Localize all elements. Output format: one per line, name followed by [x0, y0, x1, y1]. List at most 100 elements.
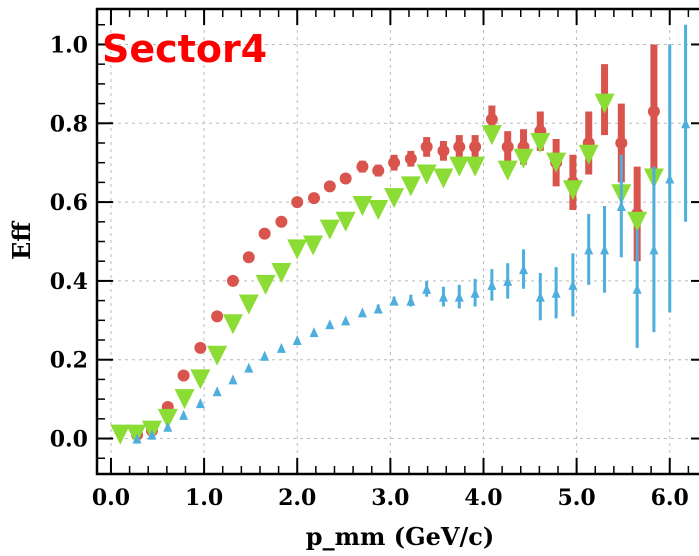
data-point — [163, 421, 173, 432]
x-tick-label: 5.0 — [557, 485, 595, 511]
data-point — [562, 180, 583, 201]
data-point — [147, 429, 157, 440]
data-point — [546, 152, 567, 173]
data-point — [222, 314, 243, 335]
data-point — [356, 160, 369, 173]
data-point — [174, 389, 195, 410]
data-point — [303, 235, 324, 256]
data-point — [530, 132, 551, 153]
data-point — [335, 211, 356, 232]
series-1 — [110, 93, 664, 445]
data-point — [416, 164, 437, 185]
plot-frame-background — [97, 9, 699, 474]
data-point — [389, 295, 399, 306]
data-point — [275, 215, 288, 228]
data-point — [255, 274, 276, 295]
data-point — [627, 211, 648, 232]
data-point — [615, 136, 628, 149]
x-tick-label: 0.0 — [92, 485, 130, 511]
chart-title: Sector4 — [102, 27, 267, 71]
data-point — [497, 160, 518, 181]
data-point — [616, 201, 626, 212]
data-point — [384, 188, 405, 209]
data-point — [292, 335, 302, 346]
data-point — [470, 287, 480, 298]
data-point — [665, 173, 675, 184]
data-point — [190, 369, 211, 390]
data-point — [325, 319, 335, 330]
data-point — [437, 144, 450, 157]
data-point — [551, 287, 561, 298]
data-point — [388, 156, 401, 169]
data-point — [352, 196, 373, 217]
data-point — [258, 227, 271, 240]
x-axis-title: p_mm (GeV/c) — [306, 522, 494, 551]
data-point — [368, 199, 389, 220]
data-point — [649, 244, 659, 255]
data-point — [487, 279, 497, 290]
data-point — [519, 264, 529, 275]
data-point — [438, 291, 448, 302]
x-tick-label: 1.0 — [185, 485, 223, 511]
data-point — [422, 283, 432, 294]
data-point — [501, 140, 514, 153]
data-point — [481, 125, 502, 146]
data-series — [110, 24, 691, 445]
data-point — [594, 93, 615, 114]
data-point — [323, 180, 336, 193]
series-2 — [132, 24, 691, 444]
data-point — [319, 219, 340, 240]
data-point — [632, 283, 642, 294]
data-point — [341, 315, 351, 326]
data-point — [110, 424, 131, 445]
data-point — [211, 310, 224, 323]
y-tick-label: 1.0 — [50, 32, 88, 58]
data-point — [449, 156, 470, 177]
data-point — [578, 144, 599, 165]
x-tick-label: 6.0 — [651, 485, 689, 511]
data-point — [568, 279, 578, 290]
axis-ticks: 0.0 1.0 2.0 3.0 4.0 5.0 6.0 0.0 0.2 0.4 0.6 0.8 1.0 — [50, 9, 699, 511]
data-point — [339, 172, 352, 185]
x-tick-label: 4.0 — [464, 485, 502, 511]
data-point — [400, 176, 421, 197]
data-point — [433, 168, 454, 189]
data-point — [373, 303, 383, 314]
data-point — [228, 374, 238, 385]
data-point — [372, 164, 385, 177]
data-point — [226, 274, 239, 287]
data-point — [195, 398, 205, 409]
y-tick-label: 0.6 — [50, 190, 88, 216]
data-point — [207, 345, 228, 366]
data-point — [584, 244, 594, 255]
data-point — [244, 362, 254, 373]
data-point — [179, 409, 189, 420]
data-point — [453, 140, 466, 153]
data-point — [291, 196, 304, 209]
data-point — [465, 156, 486, 177]
data-point — [420, 140, 433, 153]
x-tick-label: 3.0 — [371, 485, 409, 511]
y-tick-label: 0.8 — [50, 111, 88, 137]
data-point — [469, 140, 482, 153]
y-axis-title: Eff — [7, 221, 36, 260]
data-point — [260, 350, 270, 361]
data-point — [276, 342, 286, 353]
data-point — [404, 152, 417, 165]
data-point — [212, 386, 222, 397]
data-point — [177, 369, 190, 382]
data-point — [357, 307, 367, 318]
data-point — [454, 291, 464, 302]
data-point — [406, 295, 416, 306]
data-point — [485, 113, 498, 126]
data-point — [132, 433, 142, 444]
data-point — [309, 327, 319, 338]
data-point — [681, 118, 691, 129]
y-tick-label: 0.2 — [50, 348, 88, 374]
data-point — [194, 341, 207, 354]
data-point — [242, 251, 255, 264]
data-point — [503, 275, 513, 286]
x-tick-label: 2.0 — [278, 485, 316, 511]
data-point — [535, 291, 545, 302]
